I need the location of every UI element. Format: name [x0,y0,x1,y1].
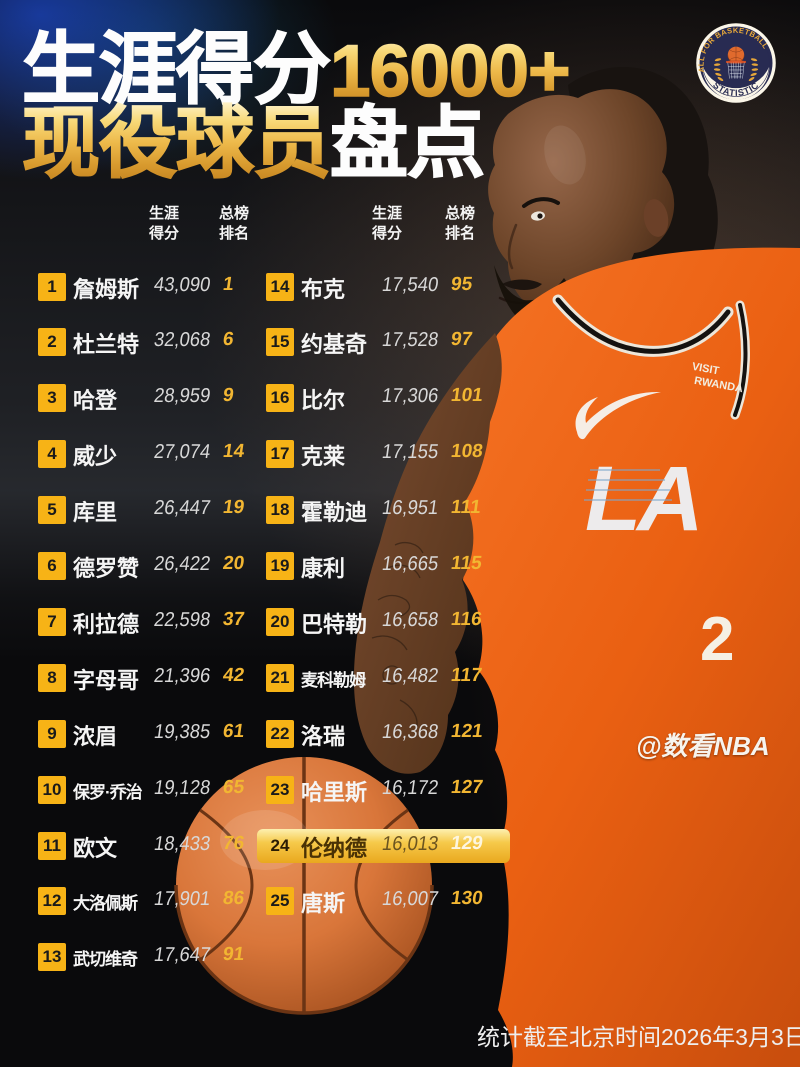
svg-text:2: 2 [700,605,734,674]
